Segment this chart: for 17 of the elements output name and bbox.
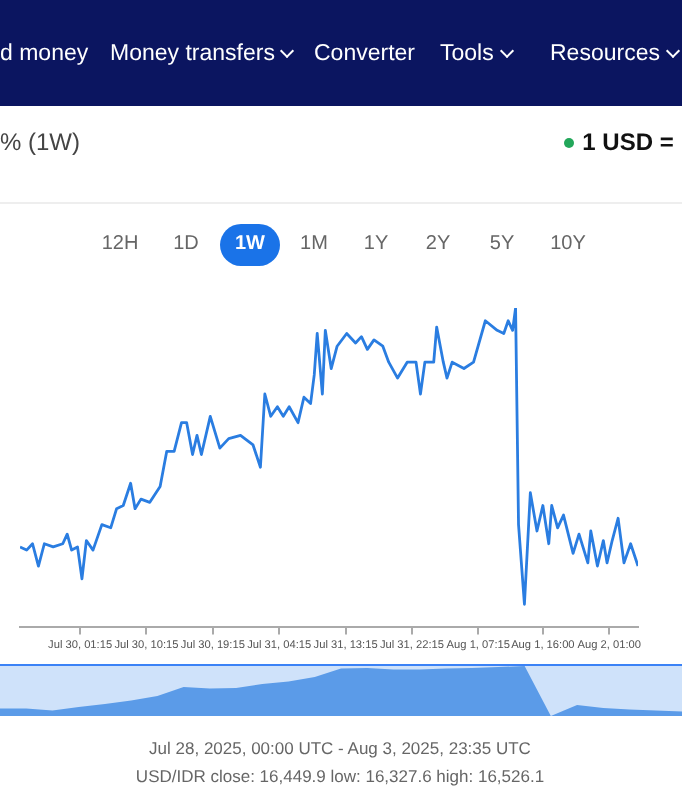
text: 1W	[235, 233, 265, 255]
text: Converter	[314, 42, 415, 66]
text: 1D	[173, 233, 199, 255]
text: d money	[0, 42, 89, 66]
text: Money transfers	[110, 42, 275, 66]
text: Tools	[440, 42, 494, 66]
text: % (1W)	[0, 128, 80, 156]
text: Resources	[550, 42, 660, 66]
text: 1 USD =	[582, 128, 674, 156]
text: 2Y	[425, 233, 451, 255]
text: 10Y	[550, 233, 586, 255]
text: Jul 28, 2025, 00:00 UTC - Aug 3, 2025, 23:35 UTC	[149, 738, 531, 758]
text: 1M	[300, 233, 328, 255]
text: 12H	[101, 233, 139, 255]
text: 1Y	[363, 233, 389, 255]
text: USD/IDR close: 16,449.9 low: 16,327.6 high: 16,526.1	[135, 766, 545, 786]
text: 5Y	[489, 233, 515, 255]
